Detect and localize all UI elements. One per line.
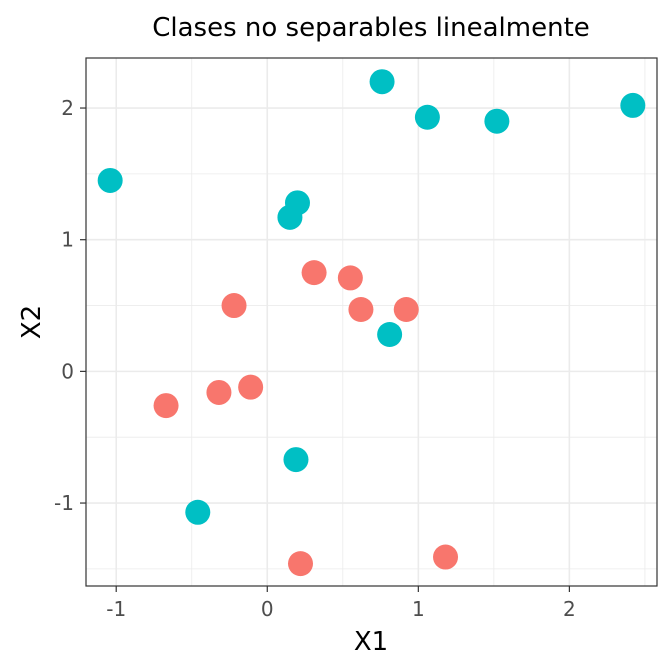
y-tick-label: 1	[61, 228, 74, 252]
data-point	[377, 322, 403, 348]
y-tick-label: 2	[61, 96, 74, 120]
y-tick-label: -1	[54, 491, 74, 515]
data-point	[238, 374, 264, 400]
x-tick-label: 1	[412, 597, 425, 621]
major-gridlines	[86, 58, 657, 586]
data-point	[348, 296, 374, 322]
data-point	[414, 104, 440, 130]
data-point	[97, 167, 123, 193]
x-tick-label: 2	[563, 597, 576, 621]
data-point	[221, 293, 247, 319]
plot-panel-border	[85, 57, 658, 587]
data-point	[283, 447, 309, 473]
data-point	[433, 544, 459, 570]
chart-title: Clases no separables linealmente	[152, 13, 590, 43]
data-point	[185, 499, 211, 525]
data-point	[369, 69, 395, 95]
data-point	[337, 265, 363, 291]
data-points	[97, 69, 646, 577]
data-point	[153, 393, 179, 419]
x-tick-label: 0	[261, 597, 274, 621]
data-point	[620, 92, 646, 118]
x-axis-ticks: -1 0 1 2	[106, 586, 576, 621]
data-point	[393, 296, 419, 322]
x-axis-title: X1	[354, 627, 388, 657]
data-point	[277, 204, 303, 230]
y-tick-label: 0	[61, 359, 74, 383]
data-point	[288, 551, 314, 577]
data-point	[301, 260, 327, 286]
y-axis-ticks: -1 0 1 2	[54, 96, 86, 515]
y-axis-title: X2	[17, 305, 47, 339]
data-point	[484, 108, 510, 134]
data-point	[206, 379, 232, 405]
x-tick-label: -1	[106, 597, 126, 621]
